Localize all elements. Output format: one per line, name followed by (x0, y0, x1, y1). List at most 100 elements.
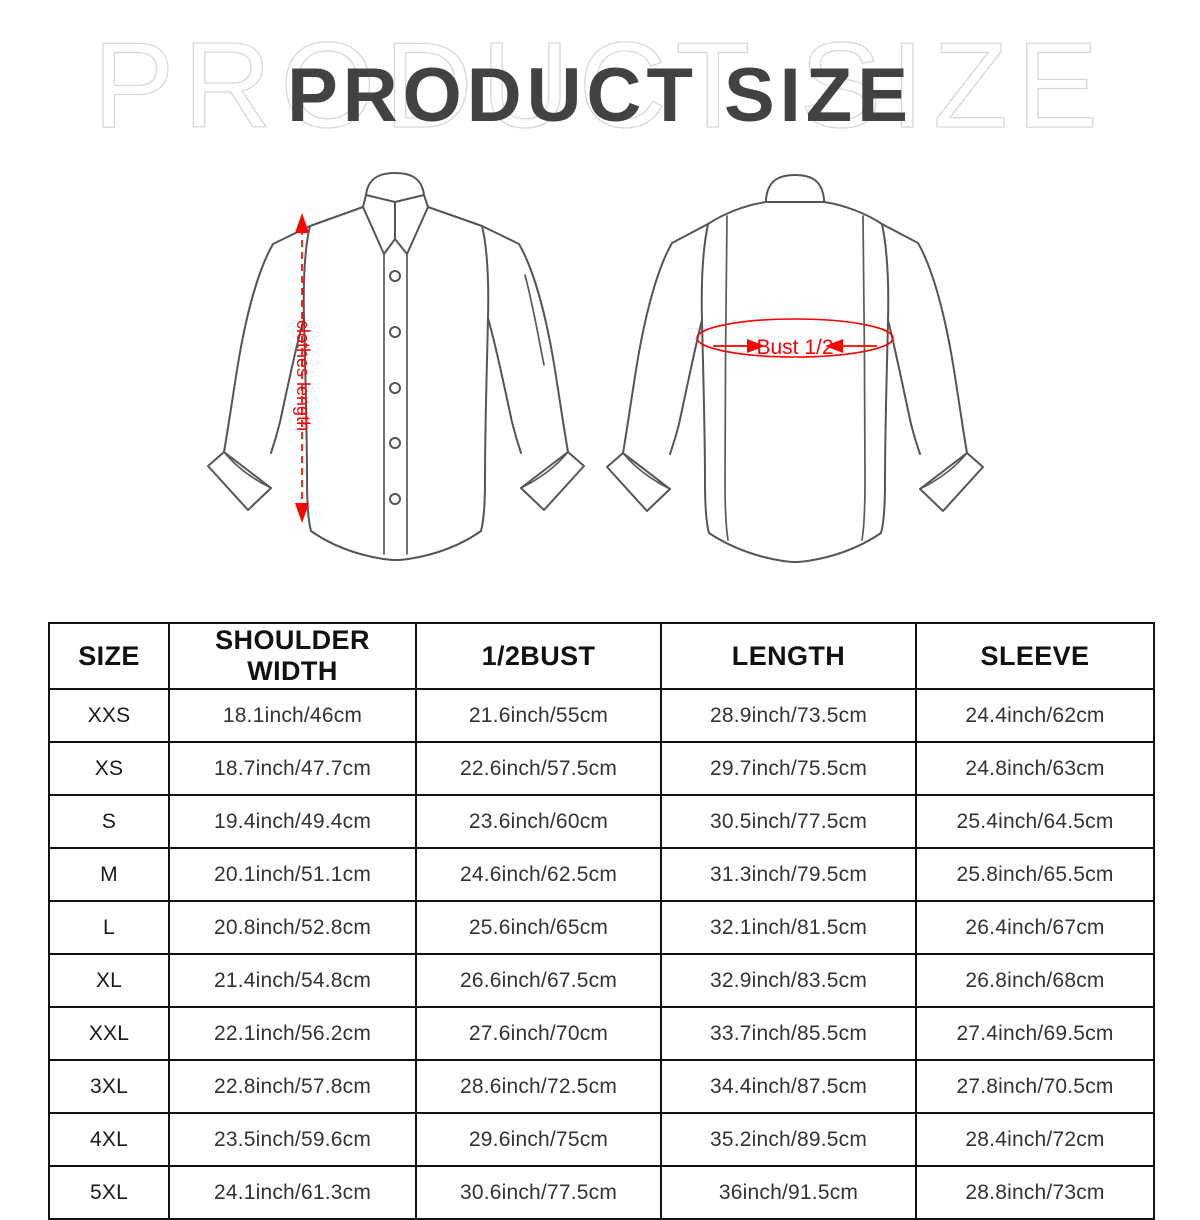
col-header-length: LENGTH (660, 622, 917, 690)
cuff-left-seam (223, 451, 272, 489)
cell-length: 31.3inch/79.5cm (660, 847, 917, 902)
cell-length: 35.2inch/89.5cm (660, 1112, 917, 1167)
cell-shoulder-width: 18.7inch/47.7cm (168, 741, 417, 796)
bust-arrow-left (747, 339, 765, 353)
col-header-shoulder-width: SHOULDER WIDTH (168, 622, 417, 690)
cell-length: 32.9inch/83.5cm (660, 953, 917, 1008)
col-header-half-bust: 1/2BUST (415, 622, 662, 690)
table-row: 4XL 23.5inch/59.6cm 29.6inch/75cm 35.2in… (48, 1112, 1155, 1167)
back-sleeve-left-outer (622, 223, 709, 454)
table-row: XXS 18.1inch/46cm 21.6inch/55cm 28.9inch… (48, 688, 1155, 743)
cell-length: 32.1inch/81.5cm (660, 900, 917, 955)
cell-shoulder-width: 22.8inch/57.8cm (168, 1059, 417, 1114)
button (389, 493, 401, 505)
bust-half-label: Bust 1/2 (756, 336, 833, 359)
cuff-right (520, 451, 585, 511)
col-header-size: SIZE (48, 622, 170, 690)
cell-size: XS (48, 741, 170, 796)
cell-shoulder-width: 18.1inch/46cm (168, 688, 417, 743)
cell-shoulder-width: 21.4inch/54.8cm (168, 953, 417, 1008)
cell-shoulder-width: 24.1inch/61.3cm (168, 1165, 417, 1220)
cell-size: L (48, 900, 170, 955)
cell-size: M (48, 847, 170, 902)
cuff-right-seam (520, 451, 569, 489)
button (389, 437, 401, 449)
collar-left-leaf (362, 194, 396, 255)
cell-size: 5XL (48, 1165, 170, 1220)
cell-size: XXS (48, 688, 170, 743)
button (389, 326, 401, 338)
cell-shoulder-width: 19.4inch/49.4cm (168, 794, 417, 849)
cell-sleeve: 27.8inch/70.5cm (915, 1059, 1155, 1114)
cell-length: 36inch/91.5cm (660, 1165, 917, 1220)
table-header-row: SIZE SHOULDER WIDTH 1/2BUST LENGTH SLEEV… (48, 622, 1155, 690)
collar-right-leaf (394, 194, 429, 255)
bust-ellipse (696, 318, 894, 358)
yoke-left (707, 201, 767, 225)
sleeve-right-inner (487, 317, 522, 454)
cell-length: 34.4inch/87.5cm (660, 1059, 917, 1114)
clothes-length-label: clothes length (293, 320, 313, 431)
cell-sleeve: 25.4inch/64.5cm (915, 794, 1155, 849)
front-shirt-svg: clothes length (207, 172, 585, 561)
cell-half-bust: 21.6inch/55cm (415, 688, 662, 743)
back-cuff-right (919, 452, 984, 512)
back-cuff-left (606, 452, 671, 512)
back-sleeve-right-inner (887, 319, 921, 455)
cuff-left (207, 451, 272, 511)
back-cuff-left-seam (622, 452, 671, 490)
size-table: SIZE SHOULDER WIDTH 1/2BUST LENGTH SLEEV… (48, 622, 1155, 1220)
button (389, 270, 401, 282)
clothes-length-arrow-top (295, 213, 309, 233)
table-row: L 20.8inch/52.8cm 25.6inch/65cm 32.1inch… (48, 900, 1155, 955)
page-title: PRODUCT SIZE (287, 53, 913, 138)
back-shirt-illustration: Bust 1/2 (595, 150, 995, 570)
table-row: XL 21.4inch/54.8cm 26.6inch/67.5cm 32.9i… (48, 953, 1155, 1008)
cell-sleeve: 28.8inch/73cm (915, 1165, 1155, 1220)
size-table-container: SIZE SHOULDER WIDTH 1/2BUST LENGTH SLEEV… (48, 622, 1155, 1220)
cell-sleeve: 27.4inch/69.5cm (915, 1006, 1155, 1061)
cell-shoulder-width: 22.1inch/56.2cm (168, 1006, 417, 1061)
back-center-seam-left (724, 215, 729, 541)
garment-illustrations: clothes length (0, 150, 1200, 580)
table-row: XXL 22.1inch/56.2cm 27.6inch/70cm 33.7in… (48, 1006, 1155, 1061)
hem (310, 530, 482, 561)
cell-half-bust: 22.6inch/57.5cm (415, 741, 662, 796)
back-body-right-edge (880, 223, 890, 534)
cell-length: 30.5inch/77.5cm (660, 794, 917, 849)
yoke-right (823, 201, 883, 225)
cell-length: 29.7inch/75.5cm (660, 741, 917, 796)
clothes-length-arrow-bottom (295, 503, 309, 523)
back-shirt-svg: Bust 1/2 (606, 174, 984, 563)
back-sleeve-left-inner (669, 319, 703, 455)
table-row: S 19.4inch/49.4cm 23.6inch/60cm 30.5inch… (48, 794, 1155, 849)
cell-half-bust: 29.6inch/75cm (415, 1112, 662, 1167)
page-title-ghost: PRODUCT SIZE (92, 17, 1108, 153)
cell-sleeve: 25.8inch/65.5cm (915, 847, 1155, 902)
table-row: 5XL 24.1inch/61.3cm 30.6inch/77.5cm 36in… (48, 1165, 1155, 1220)
cell-half-bust: 25.6inch/65cm (415, 900, 662, 955)
cell-size: XXL (48, 1006, 170, 1061)
cell-half-bust: 27.6inch/70cm (415, 1006, 662, 1061)
button (389, 382, 401, 394)
cell-size: XL (48, 953, 170, 1008)
sleeve-left-inner (270, 317, 305, 454)
back-sleeve-right-outer (881, 223, 968, 454)
back-center-seam-right (861, 215, 866, 541)
table-row: M 20.1inch/51.1cm 24.6inch/62.5cm 31.3in… (48, 847, 1155, 902)
table-row: XS 18.7inch/47.7cm 22.6inch/57.5cm 29.7i… (48, 741, 1155, 796)
cell-half-bust: 26.6inch/67.5cm (415, 953, 662, 1008)
size-table-body: XXS 18.1inch/46cm 21.6inch/55cm 28.9inch… (48, 688, 1155, 1220)
cell-size: 4XL (48, 1112, 170, 1167)
cell-sleeve: 24.8inch/63cm (915, 741, 1155, 796)
cell-sleeve: 24.4inch/62cm (915, 688, 1155, 743)
sleeve-right-fold (524, 274, 545, 366)
cell-shoulder-width: 23.5inch/59.6cm (168, 1112, 417, 1167)
page-header: PRODUCT SIZE PRODUCT SIZE (0, 0, 1200, 190)
cell-length: 28.9inch/73.5cm (660, 688, 917, 743)
bust-half-annotation: Bust 1/2 (696, 318, 894, 359)
cell-length: 33.7inch/85.5cm (660, 1006, 917, 1061)
sleeve-left-outer (223, 225, 311, 453)
cell-shoulder-width: 20.1inch/51.1cm (168, 847, 417, 902)
cell-size: S (48, 794, 170, 849)
